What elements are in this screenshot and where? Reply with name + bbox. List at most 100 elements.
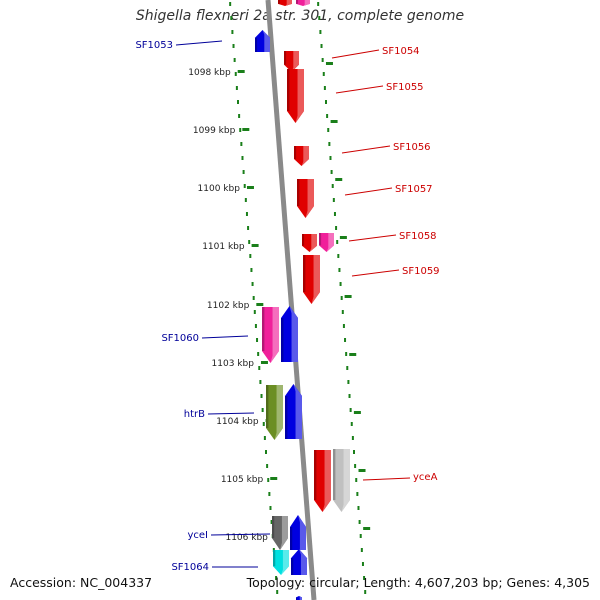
- gene-htrb-b-edge: [285, 396, 288, 439]
- ruler-left-dotted-dot: [247, 226, 250, 230]
- ruler-right-dotted-dot: [360, 548, 363, 552]
- ruler-left-dotted-dot: [239, 128, 242, 132]
- gene-sf1053-edge: [255, 37, 258, 52]
- ruler-left-dotted-dot: [262, 422, 265, 426]
- ruler-right-dotted-dot: [355, 478, 358, 482]
- ruler-right-dotted-dot: [320, 44, 323, 48]
- gene-sf1064-b: [291, 549, 307, 575]
- ruler-tick: [237, 70, 245, 73]
- ruler-label-1: 1099 kbp: [193, 126, 236, 136]
- ruler-right-dotted-dot: [326, 114, 329, 118]
- gene-sf1053-shade: [262, 30, 270, 52]
- ruler-left-dotted-dot: [249, 254, 252, 258]
- ruler-left-dotted-dot: [229, 2, 232, 6]
- ruler-tick-right: [339, 236, 347, 239]
- gene-sf1060-b-edge: [281, 318, 284, 362]
- ruler-left-dotted-dot: [270, 520, 273, 524]
- gene-ycea-b: [333, 449, 350, 512]
- ruler-right-dotted-dot: [349, 408, 352, 412]
- ruler-right-dotted-dot: [319, 30, 322, 34]
- ruler-tick-right: [363, 527, 371, 530]
- gene-sf1055-shade: [295, 69, 304, 123]
- gene-ycea-shade: [322, 450, 331, 512]
- ruler-left-dotted-dot: [250, 268, 253, 272]
- gene-label-sf1058: SF1058: [399, 231, 437, 242]
- ruler-right-dotted-dot: [335, 226, 338, 230]
- ruler-left-dotted-dot: [241, 156, 244, 160]
- label-leader: [341, 145, 391, 154]
- gene-sf1056-shade: [301, 146, 309, 166]
- label-leader: [207, 412, 255, 415]
- gene-sf1057-edge: [297, 179, 300, 206]
- ruler-left-dotted-dot: [235, 86, 238, 90]
- ruler-left-dotted-dot: [259, 380, 262, 384]
- gene-bottom-shade: [299, 596, 302, 600]
- label-leader: [362, 477, 411, 481]
- gene-label-sf1055: SF1055: [386, 82, 424, 93]
- ruler-right-dotted-dot: [345, 352, 348, 356]
- ruler-tick-right: [335, 178, 343, 181]
- ruler-right-dotted-dot: [338, 268, 341, 272]
- ruler-left-dotted-dot: [276, 590, 279, 594]
- label-leader: [348, 234, 397, 242]
- ruler-left-dotted-dot: [230, 16, 233, 20]
- ruler-right-dotted-dot: [353, 450, 355, 454]
- ruler-right-dotted-dot: [330, 170, 333, 174]
- gene-top-2-edge: [296, 0, 298, 4]
- gene-sf1055-edge: [287, 69, 290, 111]
- ruler-left-dotted-dot: [256, 338, 259, 342]
- gene-sf1056: [294, 146, 309, 166]
- ruler-left-dotted-dot: [261, 408, 264, 412]
- ruler-left-dotted: [229, 2, 279, 594]
- ruler-right-dotted-dot: [354, 464, 357, 468]
- gene-ycei-b-edge: [290, 527, 293, 550]
- ruler-right-dotted-dot: [329, 156, 332, 160]
- gene-sf1054-shade: [291, 51, 299, 72]
- ruler-right-dotted-dot: [339, 282, 342, 286]
- gene-htrb-shade: [274, 385, 283, 440]
- ruler-left-dotted-dot: [234, 72, 237, 76]
- ruler-right-dotted-dot: [346, 366, 349, 370]
- ruler-tick-right: [330, 120, 338, 123]
- ruler-right-dotted-dot: [361, 562, 364, 566]
- gene-sf1058-a-shade: [309, 234, 317, 252]
- ruler-label-7: 1105 kbp: [221, 475, 264, 485]
- ruler-left-dotted-dot: [240, 142, 243, 146]
- ruler-left-dotted-dot: [257, 352, 260, 356]
- ruler-tick-right: [358, 469, 366, 472]
- ruler-left-dotted-dot: [238, 114, 241, 118]
- ruler-left-dotted-dot: [242, 170, 245, 174]
- ruler-left-dotted-dot: [243, 184, 246, 188]
- gene-sf1064: [273, 550, 289, 575]
- ruler-right-dotted-dot: [342, 324, 345, 328]
- genome-title: Shigella flexneri 2a str. 301, complete …: [135, 8, 465, 24]
- ruler-label-6: 1104 kbp: [216, 417, 259, 427]
- gene-label-ycei: yceI: [187, 530, 208, 541]
- ruler-right-dotted-dot: [357, 506, 360, 510]
- gene-ycea: [314, 450, 331, 512]
- ruler-right-dotted-dot: [350, 422, 353, 426]
- gene-sf1057: [297, 179, 314, 218]
- accession-label: Accession: NC_004337: [10, 575, 153, 590]
- ruler-left-dotted-dot: [237, 100, 239, 104]
- gene-label-ycea: yceA: [413, 472, 438, 483]
- gene-ycea-b-shade: [341, 449, 350, 512]
- gene-sf1058-a: [302, 234, 317, 252]
- ruler-left-dotted-dot: [233, 58, 236, 62]
- ruler-label-2: 1100 kbp: [198, 184, 241, 194]
- gene-label-sf1053: SF1053: [135, 40, 173, 51]
- gene-ycei: [272, 516, 288, 550]
- gene-sf1060: [262, 307, 279, 363]
- ruler-left-dotted-dot: [245, 212, 248, 216]
- gene-sf1060-shade: [270, 307, 279, 363]
- ruler-tick: [256, 303, 264, 306]
- gene-top-1-edge: [278, 0, 280, 4]
- ruler-right-dotted-dot: [359, 534, 362, 538]
- label-leader: [210, 533, 271, 536]
- gene-sf1060-edge: [262, 307, 265, 351]
- ruler-label-8: 1106 kbp: [225, 533, 268, 543]
- ruler-right-dotted-dot: [358, 520, 361, 524]
- gene-ycei-b-shade: [298, 515, 306, 550]
- gene-htrb-b: [285, 384, 302, 439]
